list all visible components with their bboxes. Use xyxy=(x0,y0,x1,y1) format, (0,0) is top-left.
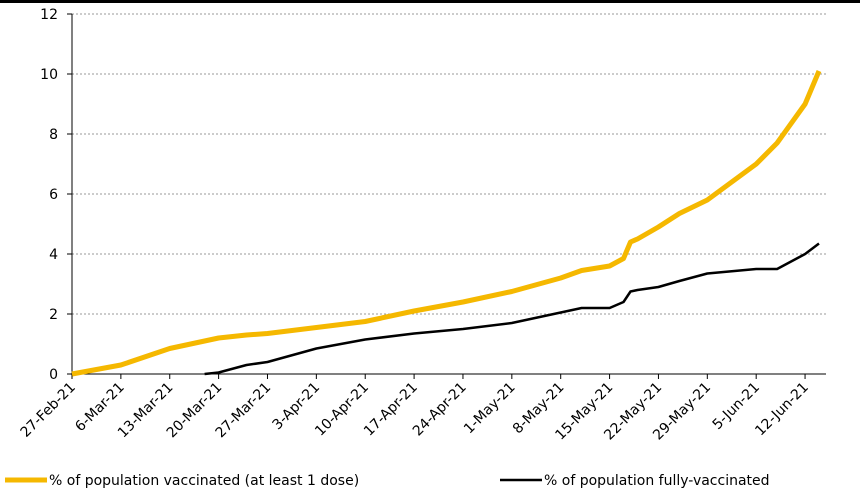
series-line xyxy=(71,70,822,377)
x-tick-label: 24-Apr-21 xyxy=(410,380,470,440)
y-tick-label: 0 xyxy=(49,367,58,383)
x-tick-label: 1-May-21 xyxy=(461,380,519,438)
top-border xyxy=(0,0,860,3)
y-tick-label: 2 xyxy=(49,307,58,323)
x-tick-label: 27-Feb-21 xyxy=(18,380,79,441)
legend-label: % of population vaccinated (at least 1 d… xyxy=(49,473,359,489)
x-tick-label: 12-Jun-21 xyxy=(752,380,812,440)
y-tick-label: 8 xyxy=(49,127,58,143)
series-line xyxy=(204,242,820,376)
y-tick-label: 4 xyxy=(49,247,58,263)
y-tick-label: 6 xyxy=(49,187,58,203)
legend-label: % of population fully-vaccinated xyxy=(544,473,770,489)
y-tick-label: 10 xyxy=(40,67,58,83)
y-tick-label: 12 xyxy=(40,7,58,23)
